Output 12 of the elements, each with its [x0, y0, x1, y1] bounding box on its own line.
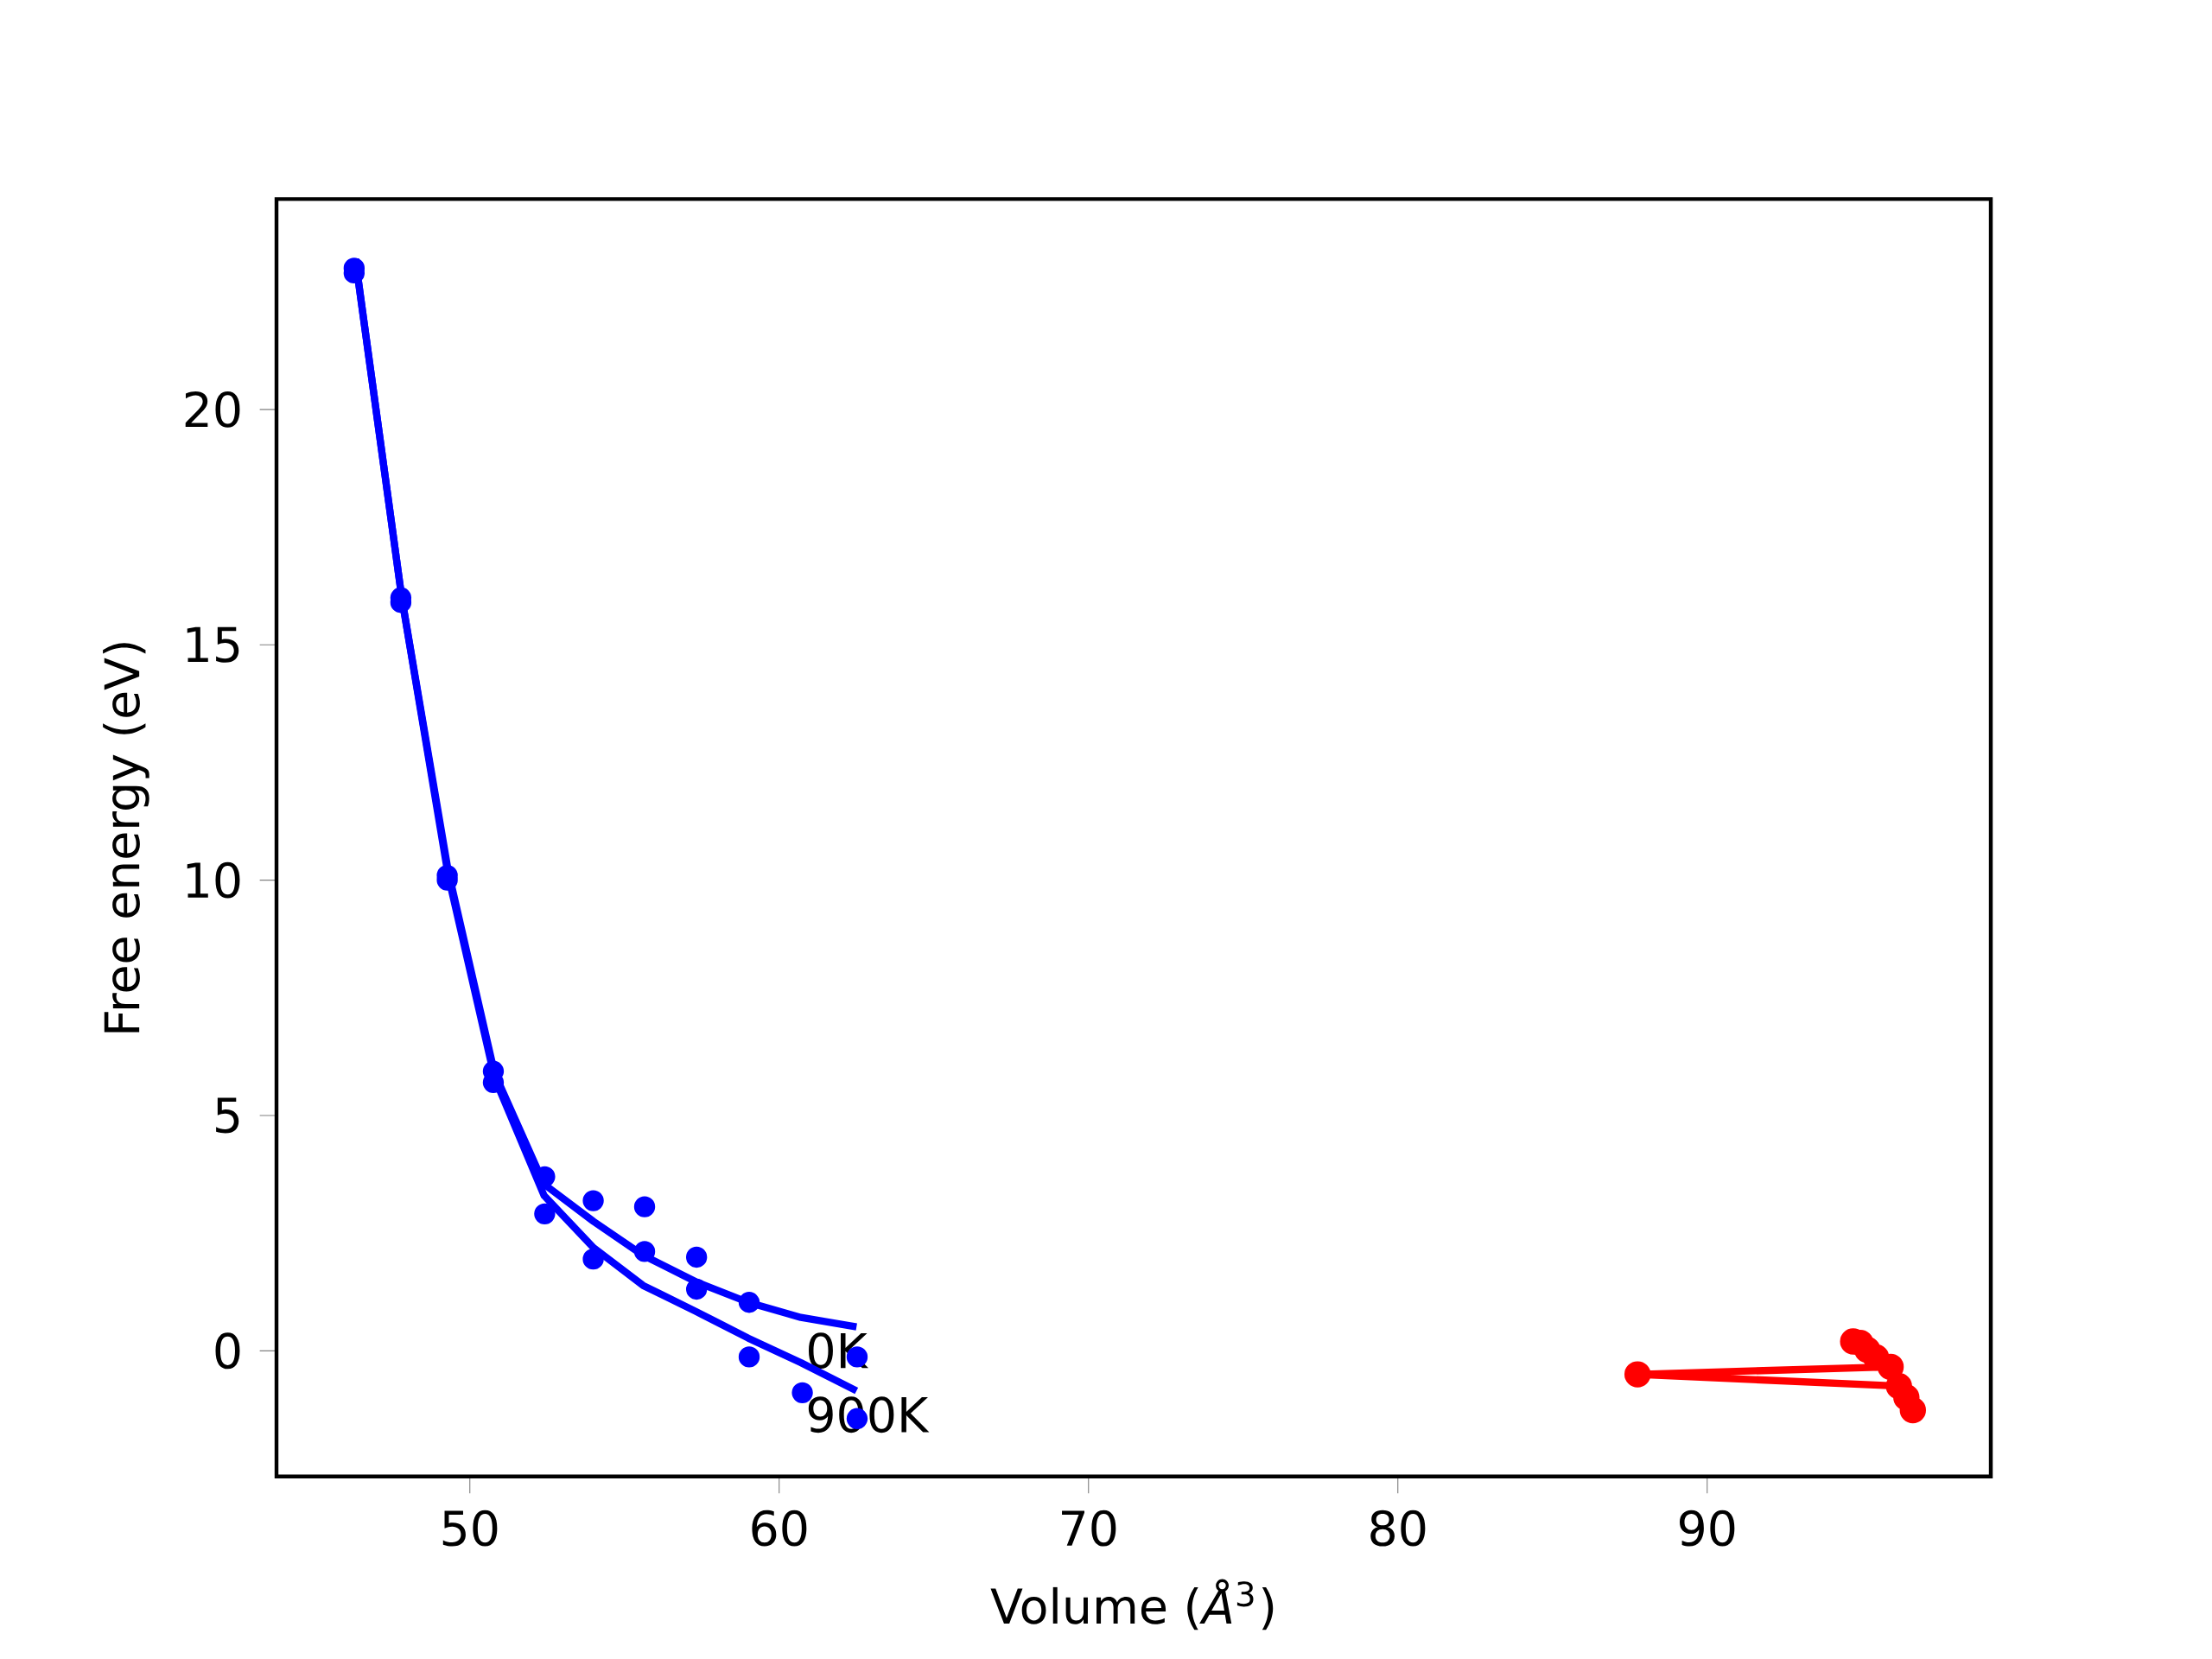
x-tick-label: 90 — [1680, 1510, 1735, 1547]
y-tick-label: 5 — [216, 1097, 239, 1134]
x-tick-label: 80 — [1370, 1510, 1426, 1547]
y-tick-label: 15 — [187, 626, 239, 663]
x-axis-title: Volume (Å$^{3}$) — [990, 1579, 1274, 1630]
x-tick-label: 50 — [442, 1510, 498, 1547]
y-tick-label: 10 — [187, 861, 240, 899]
x-tick-label: 70 — [1062, 1510, 1116, 1547]
x-tick-label: 60 — [752, 1510, 807, 1547]
y-tick-label: 20 — [185, 391, 240, 428]
y-tick-label: 0 — [215, 1332, 240, 1370]
y-axis-title: Free energy (eV) — [103, 643, 149, 1033]
